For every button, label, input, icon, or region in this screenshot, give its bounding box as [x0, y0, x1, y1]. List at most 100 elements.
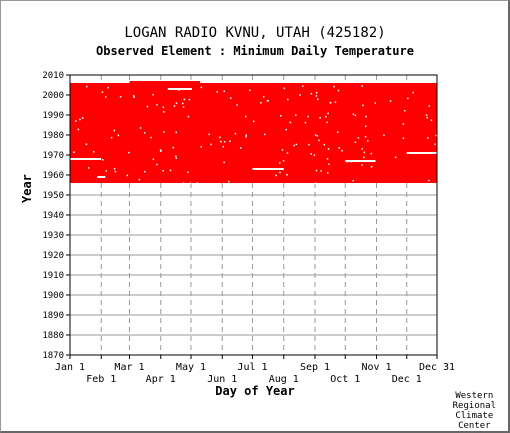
- missing-day: [323, 143, 326, 146]
- missing-day: [220, 140, 222, 143]
- missing-day: [315, 91, 318, 94]
- missing-day: [182, 106, 185, 108]
- missing-day: [75, 120, 77, 122]
- missing-data-gap: [345, 160, 376, 162]
- y-tick-label: 1980: [42, 131, 64, 141]
- missing-day: [169, 169, 172, 172]
- missing-day: [370, 152, 373, 155]
- missing-day: [346, 160, 349, 163]
- missing-day: [361, 164, 363, 166]
- missing-day: [316, 98, 319, 100]
- missing-day: [252, 120, 255, 123]
- missing-day: [394, 156, 397, 159]
- missing-day: [425, 114, 428, 116]
- missing-day: [428, 179, 430, 182]
- missing-day: [314, 134, 317, 136]
- data-points-main: [70, 83, 437, 183]
- missing-day: [187, 171, 189, 174]
- y-tick-label: 1900: [42, 291, 64, 301]
- missing-day: [363, 151, 366, 154]
- missing-day: [139, 127, 142, 129]
- y-tick-label: 1910: [42, 271, 64, 281]
- missing-day: [249, 89, 251, 91]
- missing-day: [182, 182, 185, 184]
- x-tick-label: Mar 1: [114, 362, 144, 373]
- missing-day: [159, 149, 162, 151]
- credit-block: Western Regional Climate Center: [453, 391, 496, 431]
- missing-day: [102, 159, 104, 161]
- x-tick-label: Jan 1: [55, 362, 85, 373]
- missing-day: [362, 104, 364, 107]
- missing-day: [363, 156, 365, 159]
- missing-day: [319, 117, 321, 119]
- missing-day: [143, 132, 146, 134]
- missing-day: [310, 153, 312, 155]
- missing-day: [79, 118, 81, 121]
- missing-day: [133, 96, 135, 98]
- missing-day: [316, 135, 319, 137]
- missing-day: [326, 172, 329, 174]
- x-axis-label: Day of Year: [215, 384, 295, 398]
- missing-day: [187, 115, 190, 118]
- missing-day: [280, 115, 282, 117]
- missing-day: [162, 169, 164, 172]
- missing-day: [183, 98, 186, 101]
- missing-day: [117, 134, 120, 137]
- missing-day: [326, 121, 328, 124]
- missing-day: [430, 119, 433, 121]
- missing-day: [210, 143, 212, 146]
- missing-day: [223, 140, 226, 143]
- missing-day: [282, 160, 285, 162]
- missing-day: [409, 152, 411, 154]
- y-tick-label: 1970: [42, 151, 64, 161]
- missing-day: [402, 123, 405, 125]
- missing-day: [200, 86, 203, 89]
- missing-day: [104, 96, 107, 98]
- missing-day: [128, 151, 130, 154]
- missing-day: [383, 134, 385, 137]
- missing-day: [327, 148, 330, 150]
- missing-day: [327, 112, 329, 115]
- missing-day: [279, 171, 281, 174]
- missing-day: [315, 169, 318, 172]
- y-tick-label: 1940: [42, 211, 64, 221]
- missing-day: [156, 104, 158, 106]
- y-tick-label: 1990: [42, 111, 64, 121]
- missing-day: [318, 139, 320, 142]
- missing-day: [152, 158, 155, 161]
- missing-day: [308, 143, 310, 146]
- missing-day: [402, 137, 405, 140]
- missing-day: [279, 162, 281, 164]
- x-tick-label: Sep 1: [300, 362, 330, 373]
- missing-day: [336, 131, 339, 133]
- missing-day: [286, 152, 289, 154]
- missing-day: [352, 113, 355, 115]
- missing-day: [329, 102, 332, 104]
- missing-day: [310, 93, 313, 95]
- missing-day: [86, 85, 88, 88]
- missing-day: [389, 100, 392, 102]
- missing-day: [200, 146, 202, 148]
- missing-day: [85, 143, 88, 145]
- missing-day: [152, 93, 154, 96]
- missing-day: [333, 85, 335, 88]
- missing-day: [156, 163, 158, 166]
- x-tick-label: May 1: [176, 362, 206, 373]
- missing-day: [113, 129, 116, 132]
- missing-day: [245, 136, 247, 138]
- missing-day: [175, 157, 177, 159]
- x-tick-label: Jun 1: [207, 374, 237, 385]
- missing-day: [404, 109, 406, 112]
- missing-day: [412, 91, 414, 94]
- plot-border: [69, 74, 438, 356]
- missing-day: [285, 128, 287, 131]
- missing-day: [245, 134, 248, 137]
- missing-day: [162, 106, 165, 108]
- missing-day: [223, 90, 225, 92]
- missing-day: [341, 149, 343, 152]
- missing-day: [189, 182, 192, 185]
- missing-day: [304, 121, 307, 124]
- missing-day: [163, 111, 165, 113]
- missing-day: [314, 182, 317, 184]
- missing-day: [132, 94, 135, 97]
